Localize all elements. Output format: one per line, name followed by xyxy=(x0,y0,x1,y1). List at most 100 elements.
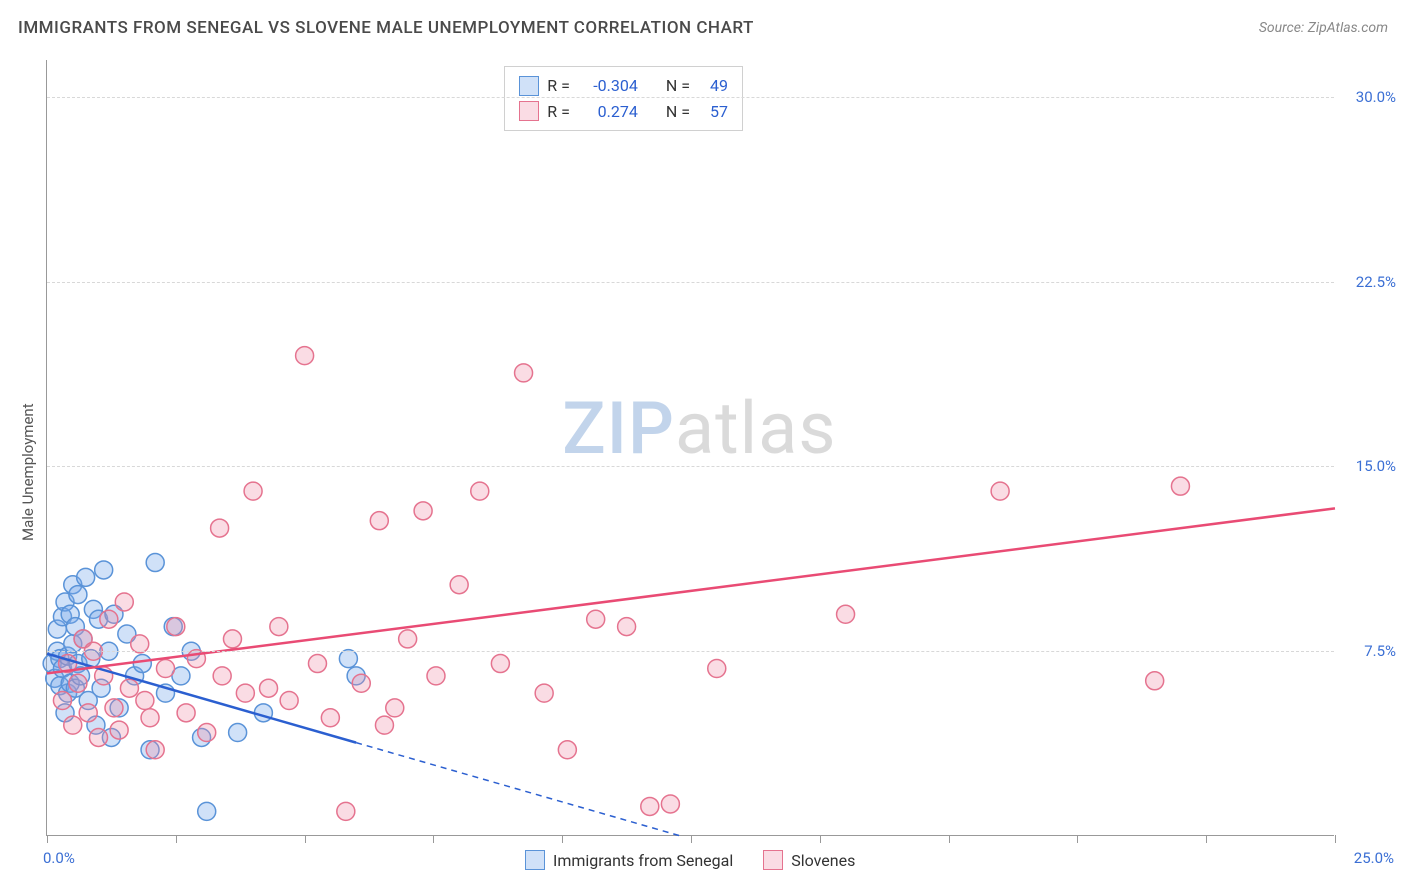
scatter-point-slovenes xyxy=(110,721,128,739)
scatter-point-slovenes xyxy=(370,512,388,530)
scatter-point-slovenes xyxy=(115,593,133,611)
scatter-point-slovenes xyxy=(198,724,216,742)
scatter-point-slovenes xyxy=(223,630,241,648)
legend-swatch-icon xyxy=(525,850,545,870)
scatter-point-slovenes xyxy=(386,699,404,717)
legend-r-value: -0.304 xyxy=(578,73,638,99)
scatter-point-slovenes xyxy=(558,741,576,759)
series-legend-label: Slovenes xyxy=(791,851,855,870)
scatter-point-slovenes xyxy=(427,667,445,685)
grid-line xyxy=(47,282,1334,283)
scatter-point-senegal xyxy=(69,586,87,604)
scatter-point-slovenes xyxy=(236,684,254,702)
x-tick xyxy=(691,835,692,843)
scatter-point-slovenes xyxy=(100,610,118,628)
scatter-point-slovenes xyxy=(213,667,231,685)
scatter-point-slovenes xyxy=(661,795,679,813)
scatter-point-slovenes xyxy=(535,684,553,702)
x-tick xyxy=(1077,835,1078,843)
legend-r-label: R = xyxy=(547,99,570,125)
scatter-point-senegal xyxy=(198,802,216,820)
scatter-point-slovenes xyxy=(1171,477,1189,495)
correlation-legend-row: R = 0.274 N = 57 xyxy=(519,99,728,125)
scatter-point-slovenes xyxy=(321,709,339,727)
series-legend-label: Immigrants from Senegal xyxy=(553,851,733,870)
correlation-legend-row: R =-0.304N =49 xyxy=(519,73,728,99)
scatter-point-slovenes xyxy=(414,502,432,520)
x-end-label: 25.0% xyxy=(1354,849,1394,867)
series-legend: Immigrants from Senegal Slovenes xyxy=(525,850,855,870)
grid-line xyxy=(47,97,1334,98)
scatter-point-slovenes xyxy=(375,716,393,734)
y-axis-title: Male Unemployment xyxy=(19,404,37,542)
trend-line-dashed-senegal xyxy=(356,743,681,836)
x-tick xyxy=(47,835,48,843)
scatter-point-slovenes xyxy=(641,797,659,815)
scatter-point-slovenes xyxy=(587,610,605,628)
scatter-point-senegal xyxy=(339,650,357,668)
scatter-point-slovenes xyxy=(708,659,726,677)
x-tick xyxy=(1335,835,1336,843)
legend-n-value: 57 xyxy=(698,99,728,125)
scatter-point-senegal xyxy=(146,554,164,572)
scatter-point-slovenes xyxy=(167,618,185,636)
x-start-label: 0.0% xyxy=(43,849,75,867)
x-tick xyxy=(176,835,177,843)
scatter-point-senegal xyxy=(229,724,247,742)
chart-title: IMMIGRANTS FROM SENEGAL VS SLOVENE MALE … xyxy=(18,18,754,38)
scatter-point-slovenes xyxy=(244,482,262,500)
y-tick-label: 30.0% xyxy=(1341,88,1396,106)
source-label: Source: ZipAtlas.com xyxy=(1259,20,1388,36)
series-legend-item: Slovenes xyxy=(763,850,855,870)
scatter-point-slovenes xyxy=(177,704,195,722)
scatter-point-slovenes xyxy=(491,655,509,673)
legend-n-label: N = xyxy=(666,99,690,125)
scatter-point-slovenes xyxy=(1146,672,1164,690)
correlation-legend: R = -0.304 N = 49R = 0.274 N = 57 xyxy=(504,66,743,131)
scatter-point-slovenes xyxy=(399,630,417,648)
correlation-chart: IMMIGRANTS FROM SENEGAL VS SLOVENE MALE … xyxy=(0,0,1406,892)
scatter-point-slovenes xyxy=(211,519,229,537)
scatter-point-slovenes xyxy=(308,655,326,673)
scatter-point-slovenes xyxy=(120,679,138,697)
x-tick xyxy=(1206,835,1207,843)
scatter-point-slovenes xyxy=(296,347,314,365)
plot-area: ZIPatlas R =-0.304N =49R =0.274N =57 Imm… xyxy=(46,60,1334,836)
scatter-point-slovenes xyxy=(352,674,370,692)
scatter-point-slovenes xyxy=(64,716,82,734)
scatter-point-senegal xyxy=(254,704,272,722)
scatter-point-senegal xyxy=(77,568,95,586)
legend-r-label: R = xyxy=(547,73,570,99)
scatter-point-slovenes xyxy=(131,635,149,653)
scatter-point-slovenes xyxy=(618,618,636,636)
legend-swatch-icon xyxy=(519,101,539,121)
x-tick xyxy=(562,835,563,843)
y-tick-label: 22.5% xyxy=(1341,273,1396,291)
scatter-point-slovenes xyxy=(450,576,468,594)
plot-svg xyxy=(47,60,1335,836)
scatter-point-slovenes xyxy=(105,699,123,717)
grid-line xyxy=(47,466,1334,467)
scatter-point-slovenes xyxy=(471,482,489,500)
scatter-point-slovenes xyxy=(837,605,855,623)
grid-line xyxy=(47,651,1334,652)
y-tick-label: 7.5% xyxy=(1341,642,1396,660)
scatter-point-slovenes xyxy=(156,659,174,677)
scatter-point-senegal xyxy=(95,561,113,579)
scatter-point-slovenes xyxy=(146,741,164,759)
scatter-point-slovenes xyxy=(69,674,87,692)
legend-swatch-icon xyxy=(763,850,783,870)
x-tick xyxy=(949,835,950,843)
scatter-point-senegal xyxy=(133,655,151,673)
y-tick-label: 15.0% xyxy=(1341,457,1396,475)
legend-n-value: 49 xyxy=(698,73,728,99)
legend-r-value: 0.274 xyxy=(578,99,638,125)
x-tick xyxy=(820,835,821,843)
trend-line-slovenes xyxy=(47,508,1335,673)
scatter-point-slovenes xyxy=(270,618,288,636)
legend-swatch-icon xyxy=(519,76,539,96)
series-legend-item: Immigrants from Senegal xyxy=(525,850,733,870)
scatter-point-slovenes xyxy=(280,692,298,710)
title-row: IMMIGRANTS FROM SENEGAL VS SLOVENE MALE … xyxy=(18,18,1388,38)
scatter-point-slovenes xyxy=(53,692,71,710)
